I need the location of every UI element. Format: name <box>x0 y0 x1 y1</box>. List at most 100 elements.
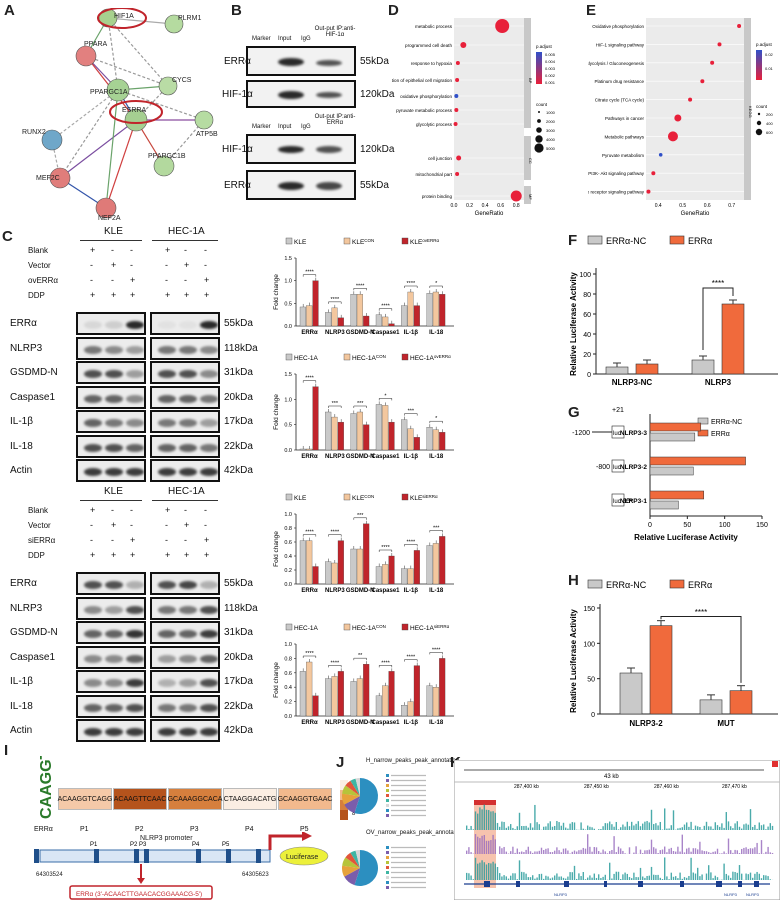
signal-bar <box>712 878 714 880</box>
signal-bar <box>549 821 551 830</box>
bar <box>407 701 414 717</box>
blot-lane-box <box>76 719 146 742</box>
signal-bar <box>573 865 576 880</box>
signal-bar <box>494 863 496 880</box>
treatment-sign: - <box>204 505 207 515</box>
signal-bar <box>655 848 657 854</box>
signal-bar <box>617 871 620 880</box>
panel-label-d: D <box>388 2 399 19</box>
blot-band <box>105 468 123 476</box>
significance: *** <box>433 525 440 531</box>
pie-slice <box>355 850 360 868</box>
pie-slice <box>342 785 360 796</box>
bar <box>350 294 357 327</box>
legend-dot <box>757 112 761 116</box>
signal-bar <box>492 861 494 880</box>
x-tick: ERRα <box>301 588 318 594</box>
signal-bar <box>769 823 771 830</box>
blot-band <box>158 605 176 614</box>
signal-bar <box>758 873 760 880</box>
signal-bar <box>749 809 752 830</box>
signal-bar <box>587 825 589 830</box>
treatment-sign: - <box>130 260 133 270</box>
signal-bar <box>514 852 516 854</box>
signal-bar <box>635 877 637 880</box>
x-tick: GSDMD-N <box>346 330 375 336</box>
signal-bar <box>543 826 545 830</box>
signal-bar <box>499 873 501 880</box>
signal-bar <box>710 826 712 830</box>
x-tick: 0.6 <box>704 203 711 209</box>
signal-bar <box>591 851 593 854</box>
signal-bar <box>595 877 598 880</box>
signal-bar <box>692 872 694 880</box>
y-tick: 0.6 <box>284 671 292 677</box>
signal-bar <box>470 825 472 830</box>
treatment-sign: + <box>111 260 117 270</box>
signal-bar <box>639 826 642 830</box>
blot-band <box>200 654 218 663</box>
y-tick: 20 <box>583 352 591 359</box>
signal-bar <box>683 824 686 830</box>
svg-text:NLRP3: NLRP3 <box>724 892 738 897</box>
signal-bar <box>767 876 769 880</box>
signal-bar <box>543 878 545 880</box>
signal-bar <box>536 877 538 880</box>
pie-slice <box>345 780 360 796</box>
signal-bar <box>620 848 622 854</box>
signal-bar <box>721 823 723 830</box>
blot-band <box>179 370 197 378</box>
treatment-sign: + <box>184 290 190 300</box>
bar <box>413 437 420 451</box>
blot-band <box>200 321 218 329</box>
nlrp3-promoter-diagram: NLRP3 promoter P1 P2 P3 P4 P5 Luciferase… <box>34 832 329 900</box>
signal-bar <box>756 842 758 854</box>
go-term: programmed cell death <box>405 43 452 48</box>
kda-label: 118kDa <box>224 602 258 614</box>
signal-bar <box>648 822 650 830</box>
signal-bar <box>675 851 677 854</box>
legend-label: ERRα <box>688 580 712 590</box>
kegg-term: PI3K- Akt signaling pathway <box>588 171 645 176</box>
legend-swatch <box>697 417 709 425</box>
signal-bar <box>565 827 567 830</box>
signal-bar <box>545 848 547 854</box>
blot-lane-box <box>76 596 146 620</box>
svg-text:ATP5B: ATP5B <box>196 131 218 138</box>
signal-bar <box>549 852 551 854</box>
signal-bar <box>609 851 611 854</box>
signal-bar <box>622 824 624 830</box>
signal-bar <box>650 809 653 830</box>
signal-bar <box>598 874 600 880</box>
treatment-sign: - <box>165 260 168 270</box>
y-tick: 0.5 <box>284 301 292 307</box>
signal-bar <box>576 878 578 880</box>
treatment-sign: + <box>165 290 171 300</box>
x-tick: 0.7 <box>728 203 735 209</box>
signal-bar <box>714 875 716 880</box>
signal-bar <box>615 821 617 830</box>
protein-label: Caspase1 <box>10 651 56 663</box>
legend-label: KLE <box>294 239 307 246</box>
bar <box>306 540 313 585</box>
pie-legend-swatch <box>386 866 389 869</box>
signal-bar <box>521 826 523 830</box>
signal-bar <box>488 840 490 854</box>
signal-bar <box>659 877 661 880</box>
signal-bar <box>763 875 765 880</box>
kegg-term: Glycolysis / Gluconeogenesis <box>588 61 645 66</box>
bar <box>407 428 414 451</box>
kda-label: 17kDa <box>224 676 253 687</box>
signal-bar <box>723 827 725 830</box>
signal-bar <box>598 829 600 830</box>
treatment-sign: + <box>184 550 190 560</box>
signal-bar <box>628 877 631 880</box>
blot-band <box>105 728 123 736</box>
signal-bar <box>593 847 595 854</box>
dot <box>700 79 705 84</box>
signal-bar <box>666 852 668 854</box>
pie-slice <box>354 778 378 814</box>
y-tick: 0.0 <box>284 448 292 454</box>
signal-bar <box>683 877 686 880</box>
